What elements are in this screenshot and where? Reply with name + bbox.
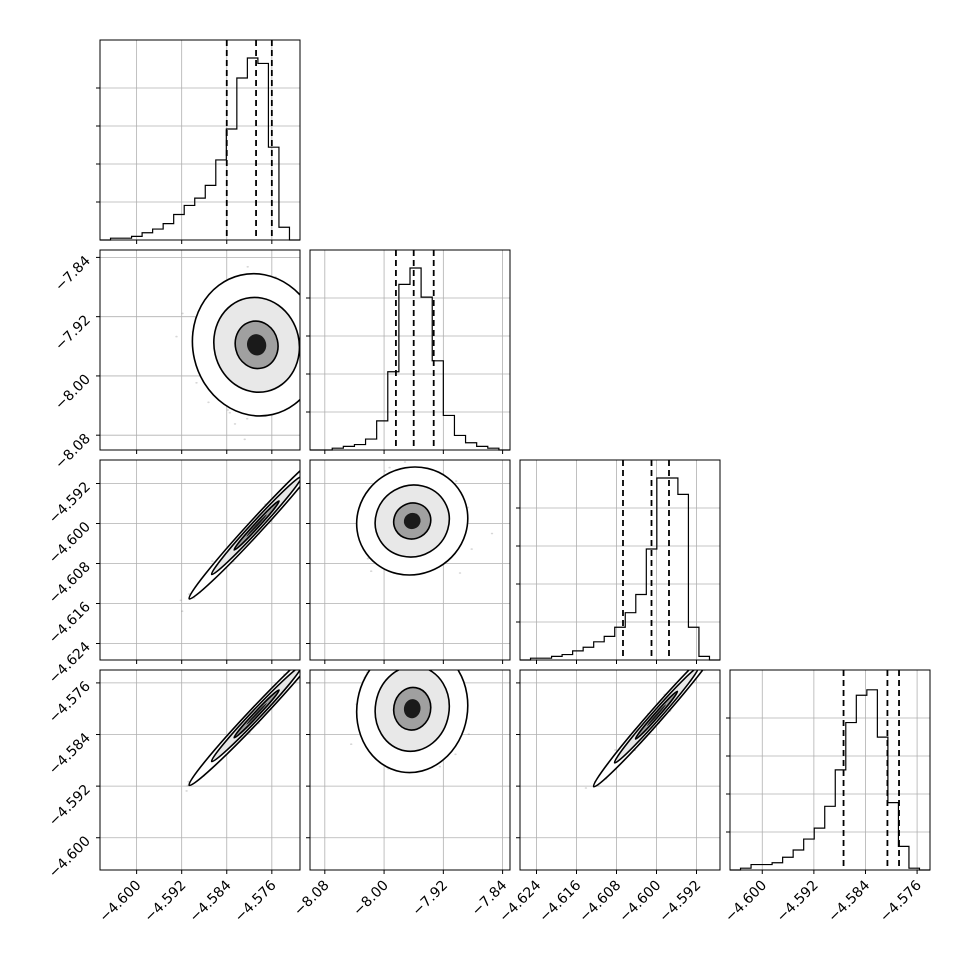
- x-tick-label: −8.00: [350, 878, 392, 920]
- x-tick-label: −4.584: [187, 877, 235, 925]
- x-tick-label: −4.592: [774, 878, 822, 926]
- panel-frame: [519, 669, 721, 871]
- contour-level-1: [233, 689, 280, 739]
- x-tick-label: −4.576: [232, 877, 280, 925]
- contour-level-3: [188, 460, 300, 600]
- y-tick-label: −7.84: [52, 253, 94, 295]
- contour-level-2: [210, 475, 300, 576]
- contour-level-2: [613, 670, 700, 764]
- x-tick-label: −4.600: [616, 878, 664, 926]
- x-tick-label: −4.584: [825, 877, 873, 925]
- contour-level-3: [355, 466, 469, 576]
- contour-level-3: [188, 670, 300, 787]
- panel-frame: [309, 669, 511, 871]
- panel-content: [185, 670, 300, 792]
- panel-content: [355, 461, 494, 576]
- panel-frame: [99, 459, 301, 661]
- histogram-panel-2: [306, 249, 511, 454]
- y-tick-label: −8.00: [52, 371, 94, 413]
- contour-level-3: [592, 670, 720, 788]
- y-tick-label: −4.616: [46, 599, 94, 647]
- x-tick-label: −4.592: [656, 878, 704, 926]
- y-tick-label: −4.592: [46, 782, 94, 830]
- panel-content: [350, 670, 470, 774]
- density-peak: [246, 514, 267, 537]
- y-tick-label: −4.608: [46, 559, 94, 607]
- panel-content: [179, 460, 300, 612]
- panel-frame: [309, 249, 511, 451]
- contour-level-3: [355, 670, 469, 774]
- y-tick-label: −4.600: [46, 519, 94, 567]
- contour-level-1: [634, 690, 679, 740]
- y-tick-label: −4.592: [46, 479, 94, 527]
- panel-frame: [309, 459, 511, 661]
- panel-frame: [519, 459, 721, 661]
- y-tick-label: −4.624: [46, 639, 94, 687]
- x-tick-label: −4.600: [722, 878, 770, 926]
- histogram-steps: [520, 477, 720, 661]
- scatter-panel-3-4: −4.624−4.616−4.608−4.600−4.592: [496, 669, 721, 926]
- x-tick-label: −4.616: [536, 877, 584, 925]
- scatter-panel-2-3: [306, 459, 511, 664]
- contour-level-2: [213, 296, 300, 394]
- x-tick-label: −7.92: [410, 878, 452, 920]
- scatter-panel-1-3: −4.624−4.616−4.608−4.600−4.592: [46, 459, 301, 687]
- histogram-panel-4: −4.600 −4.592 −4.584 −4.576: [722, 669, 931, 926]
- contour-level-1: [233, 500, 280, 551]
- panel-content: [584, 670, 720, 789]
- panel-frame: [99, 669, 301, 871]
- contour-level-2: [374, 670, 451, 753]
- y-tick-label: −4.576: [46, 678, 94, 726]
- scatter-panel-2-4: −8.08 −8.00 −7.92 −7.84: [291, 669, 511, 920]
- histogram-panel-1: [96, 39, 301, 244]
- contour-level-1: [392, 686, 432, 731]
- density-peak: [403, 699, 421, 719]
- histogram-steps: [310, 267, 510, 451]
- panel-content: [175, 266, 300, 441]
- y-tick-label: −7.92: [52, 312, 94, 354]
- contour-level-2: [374, 484, 451, 558]
- scatter-panel-1-4: −4.600−4.592−4.584−4.576−4.600−4.592−4.5…: [46, 669, 301, 926]
- histogram-steps: [100, 57, 300, 241]
- contour-level-1: [392, 502, 432, 540]
- x-tick-label: −4.576: [877, 877, 925, 925]
- x-tick-label: −4.592: [142, 878, 190, 926]
- density-peak: [246, 703, 267, 725]
- density-peak: [647, 704, 666, 726]
- contour-level-2: [210, 670, 300, 763]
- scatter-panel-1-2: −8.08 −8.00 −7.92 −7.84: [52, 249, 301, 473]
- panel-frame: [729, 669, 931, 871]
- y-tick-label: −8.08: [52, 431, 94, 473]
- contour-level-3: [191, 272, 300, 417]
- x-tick-label: −8.08: [291, 878, 333, 920]
- panel-frame: [99, 39, 301, 241]
- density-peak: [403, 512, 421, 530]
- histogram-panel-3: [516, 459, 721, 664]
- x-tick-label: −4.600: [96, 878, 144, 926]
- density-peak: [246, 334, 267, 356]
- histogram-steps: [730, 689, 930, 871]
- contour-level-1: [234, 320, 279, 370]
- y-tick-label: −4.600: [46, 833, 94, 881]
- x-tick-label: −4.608: [576, 878, 624, 926]
- y-tick-label: −4.584: [46, 730, 94, 778]
- panel-frame: [99, 249, 301, 451]
